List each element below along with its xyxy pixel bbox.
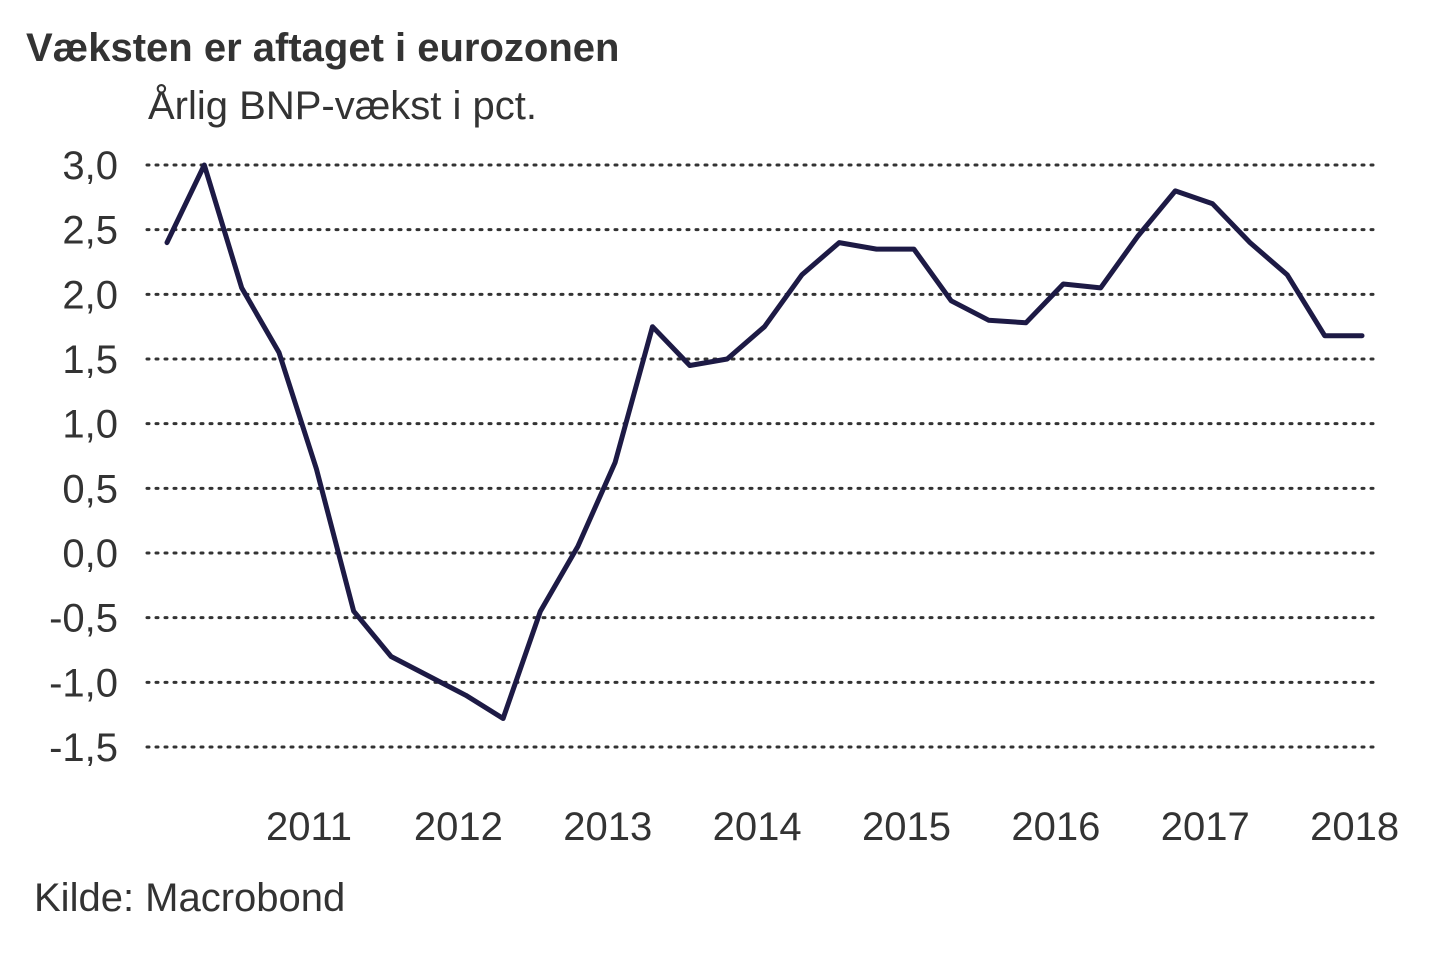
y-tick-label: 2,0 (62, 273, 118, 317)
chart-title: Væksten er aftaget i eurozonen (26, 26, 620, 70)
y-tick-label: 0,0 (62, 532, 118, 576)
x-tick-label: 2013 (563, 805, 652, 849)
y-tick-label: 0,5 (62, 467, 118, 511)
y-tick-label: 3,0 (62, 144, 118, 188)
y-tick-label: -1,0 (49, 661, 118, 705)
y-axis-label: Årlig BNP-vækst i pct. (148, 84, 537, 128)
y-tick-label: -1,5 (49, 726, 118, 770)
y-tick-label: 2,5 (62, 209, 118, 253)
x-tick-label: 2016 (1011, 805, 1100, 849)
gridlines (145, 163, 1380, 749)
y-axis-ticks: 3,0 2,5 2,0 1,5 1,0 0,5 0,0 -0,5 -1,0 -1,5 (49, 144, 118, 770)
y-tick-label: 1,0 (62, 403, 118, 447)
x-tick-label: 2012 (414, 805, 503, 849)
source-note: Kilde: Macrobond (34, 876, 346, 920)
x-tick-label: 2017 (1161, 805, 1250, 849)
x-tick-label: 2011 (266, 805, 352, 849)
x-tick-label: 2014 (713, 805, 802, 849)
series-line (164, 162, 1365, 721)
y-tick-label: 1,5 (62, 338, 118, 382)
series-layer (164, 162, 1365, 721)
y-tick-label: -0,5 (49, 597, 118, 641)
x-tick-label: 2015 (862, 805, 951, 849)
x-axis-ticks: 2011 2012 2013 2014 2015 2016 2017 2018 (266, 805, 1399, 849)
x-tick-label: 2018 (1310, 805, 1399, 849)
